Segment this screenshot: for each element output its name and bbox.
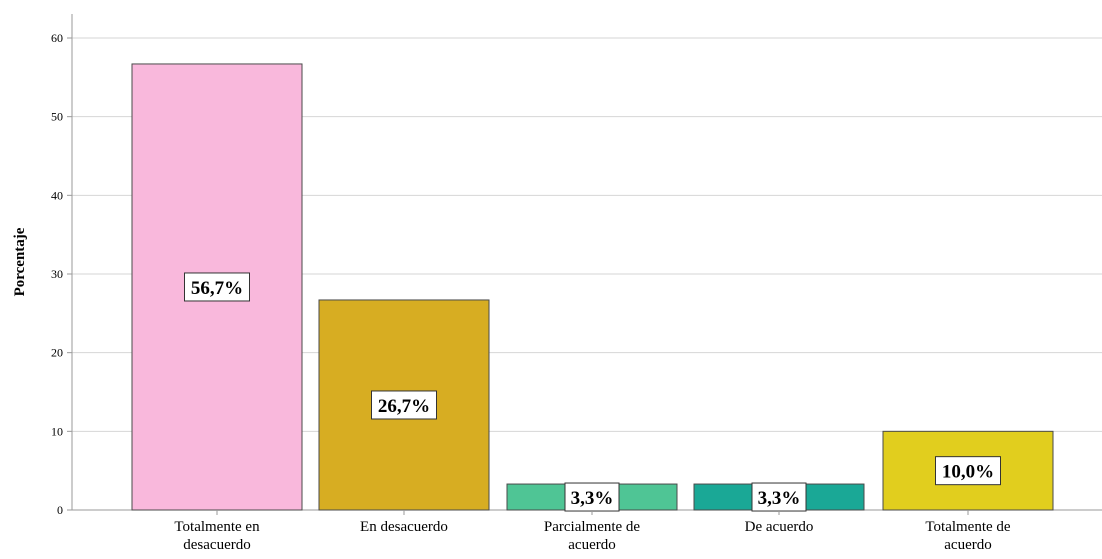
data-label: 3,3%	[758, 488, 801, 509]
y-axis-title: Porcentaje	[12, 227, 28, 296]
x-tick-label: Totalmente en	[174, 519, 260, 535]
y-tick-label: 10	[51, 424, 63, 438]
category-labels: Totalmente en desacuerdo En desacuerdo Parc…	[174, 510, 1011, 553]
data-label-box	[751, 482, 807, 512]
y-axis-ticks: 0 10 20 30 40 50 60	[51, 31, 72, 517]
y-tick-label: 20	[51, 346, 63, 360]
data-label-box	[184, 272, 250, 302]
data-label: 56,7%	[191, 278, 243, 299]
data-label: 10,0%	[942, 462, 994, 483]
data-label-box	[935, 456, 1001, 486]
x-tick-label: Totalmente de	[925, 519, 1011, 535]
x-tick-label: Parcialmente de	[544, 519, 641, 535]
bars: 56,7% 26,7% 3,3% 3,3% 10,0%	[131, 63, 1054, 512]
x-tick-label: acuerdo	[568, 537, 615, 553]
y-tick-label: 60	[51, 31, 63, 45]
y-tick-label: 50	[51, 110, 63, 124]
data-label: 26,7%	[378, 396, 430, 417]
y-tick-label: 30	[51, 267, 63, 281]
x-tick-label: desacuerdo	[183, 537, 250, 553]
y-tick-label: 0	[57, 503, 63, 517]
data-label-box	[371, 390, 437, 420]
x-tick-label: En desacuerdo	[360, 519, 448, 535]
x-tick-label: acuerdo	[944, 537, 991, 553]
x-tick-label: De acuerdo	[745, 519, 814, 535]
y-tick-label: 40	[51, 188, 63, 202]
data-label: 3,3%	[571, 488, 614, 509]
